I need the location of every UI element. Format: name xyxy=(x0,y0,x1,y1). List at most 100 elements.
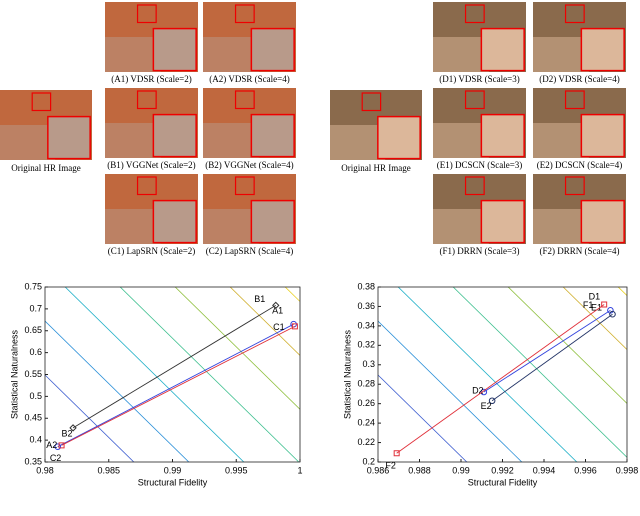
zoom-inset xyxy=(152,27,197,72)
point xyxy=(393,450,400,457)
image-panel xyxy=(533,174,626,244)
image-shade xyxy=(0,125,56,160)
x-tick-label: 0.995 xyxy=(225,465,248,475)
contour-line xyxy=(64,287,245,462)
y-tick-label: 0.4 xyxy=(29,435,42,445)
contour-line xyxy=(452,287,627,458)
x-tick-label: 0.98 xyxy=(36,465,54,475)
image-shade xyxy=(330,125,386,160)
caption: (D2) VDSR (Scale=4) xyxy=(539,74,619,84)
point xyxy=(291,323,298,330)
image-shade xyxy=(433,123,489,158)
y-tick-label: 0.34 xyxy=(357,320,375,330)
contour-line xyxy=(174,287,300,410)
zoom-box xyxy=(464,90,485,110)
y-tick-label: 0.7 xyxy=(29,303,42,313)
zoom-box xyxy=(464,4,485,24)
image-shade xyxy=(105,209,161,244)
image-panel xyxy=(433,88,526,158)
contour-line xyxy=(229,287,300,356)
series-line xyxy=(396,304,605,454)
y-tick-label: 0.38 xyxy=(357,281,375,291)
zoom-inset xyxy=(250,199,295,244)
image-panel xyxy=(533,88,626,158)
image-panel xyxy=(433,174,526,244)
point xyxy=(480,388,488,396)
contour-line xyxy=(507,287,627,404)
image-shade xyxy=(203,37,259,72)
caption: (A2) VDSR (Scale=4) xyxy=(209,74,289,84)
image-shade xyxy=(533,209,589,244)
image-shade xyxy=(433,37,489,72)
y-tick-label: 0.2 xyxy=(362,456,375,466)
zoom-box xyxy=(464,176,485,196)
point-label: D2 xyxy=(472,385,484,395)
image-panel xyxy=(203,2,296,72)
zoom-box xyxy=(564,4,585,24)
point-label: B2 xyxy=(62,428,73,438)
point-label: F2 xyxy=(385,461,396,471)
image-shade xyxy=(533,37,589,72)
y-tick-label: 0.75 xyxy=(24,281,42,291)
caption: (D1) VDSR (Scale=3) xyxy=(439,74,519,84)
point-label: B1 xyxy=(254,294,265,304)
zoom-box xyxy=(234,4,255,24)
point-label: A2 xyxy=(46,440,57,450)
x-tick-label: 0.992 xyxy=(491,465,514,475)
point xyxy=(601,301,608,308)
image-shade xyxy=(433,209,489,244)
contour-line xyxy=(45,374,135,462)
contour-line xyxy=(378,320,523,462)
series-line xyxy=(57,323,294,448)
caption: (E2) DCSCN (Scale=4) xyxy=(537,160,623,170)
image-panel xyxy=(433,2,526,72)
point xyxy=(272,301,280,310)
point xyxy=(58,442,65,449)
image-panel xyxy=(533,2,626,72)
point xyxy=(69,424,77,432)
image-panel xyxy=(105,88,198,158)
contour-line xyxy=(45,320,190,462)
x-tick-label: 0.998 xyxy=(616,465,639,475)
zoom-inset xyxy=(580,113,625,158)
point-label: C1 xyxy=(273,322,285,332)
zoom-box xyxy=(564,176,585,196)
image-shade xyxy=(105,123,161,158)
image-shade xyxy=(533,123,589,158)
series-line xyxy=(491,313,613,402)
caption: (B2) VGGNet (Scale=4) xyxy=(205,160,293,170)
x-tick-label: 1 xyxy=(297,465,302,475)
x-tick-label: 0.988 xyxy=(408,465,431,475)
point xyxy=(607,307,614,314)
x-tick-label: 0.994 xyxy=(533,465,556,475)
contour-line xyxy=(378,374,468,462)
caption: Original HR Image xyxy=(341,163,410,173)
zoom-inset xyxy=(480,199,525,244)
point-label: A1 xyxy=(272,306,283,316)
zoom-inset xyxy=(152,113,197,158)
x-tick-label: 0.985 xyxy=(97,465,120,475)
zoom-inset xyxy=(480,113,525,158)
contour-line xyxy=(397,287,578,462)
zoom-inset xyxy=(47,115,91,160)
y-tick-label: 0.45 xyxy=(24,413,42,423)
y-axis-label: Statistical Naturalness xyxy=(342,329,352,419)
zoom-box xyxy=(136,176,157,196)
zoom-inset xyxy=(250,27,295,72)
caption: (C1) LapSRN (Scale=2) xyxy=(108,246,196,256)
x-axis-label: Structural Fidelity xyxy=(468,477,538,487)
zoom-box xyxy=(234,176,255,196)
zoom-box xyxy=(234,90,255,110)
image-shade xyxy=(203,123,259,158)
image-panel xyxy=(105,174,198,244)
plot-frame xyxy=(44,286,301,463)
contour-line xyxy=(119,287,300,462)
zoom-inset xyxy=(580,199,625,244)
y-tick-label: 0.32 xyxy=(357,340,375,350)
y-axis-label: Statistical Naturalness xyxy=(9,329,19,419)
zoom-box xyxy=(136,4,157,24)
y-tick-label: 0.24 xyxy=(357,417,375,427)
series-line xyxy=(483,309,611,393)
y-tick-label: 0.6 xyxy=(29,347,42,357)
x-tick-label: 0.996 xyxy=(574,465,597,475)
